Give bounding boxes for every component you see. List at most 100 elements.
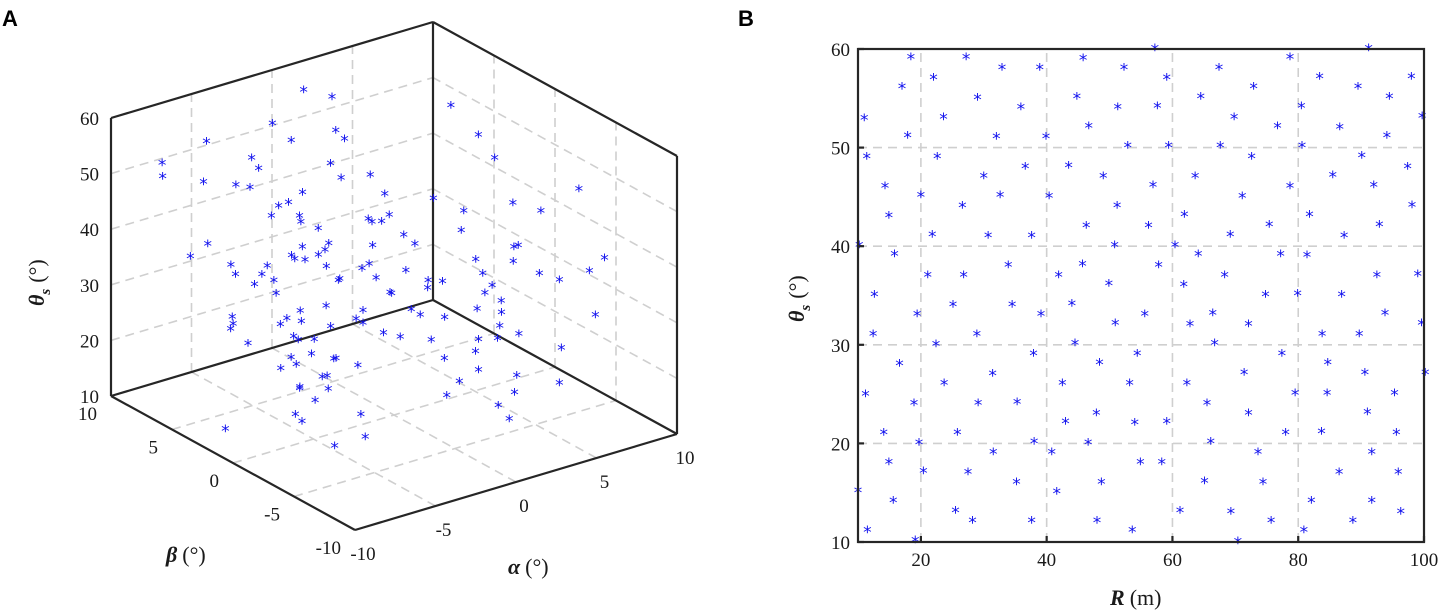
scatter-point: * — [1249, 79, 1258, 99]
scatter-point: * — [953, 426, 962, 446]
scatter-point: * — [1180, 208, 1189, 228]
scatter-point-3d: * — [250, 277, 259, 297]
y-tick-label: 50 — [831, 139, 850, 160]
theta-unit: (°) — [24, 259, 49, 282]
scatter-point-3d: * — [324, 382, 333, 402]
beta-tick-label: 0 — [210, 471, 220, 492]
beta-tick-label: 5 — [149, 438, 159, 459]
scatter-point-3d: * — [396, 330, 405, 350]
scatter-point: * — [973, 90, 982, 110]
panel-b-axes-box — [856, 47, 1426, 544]
scatter-point-3d: * — [440, 311, 449, 331]
scatter-point: * — [1267, 513, 1276, 533]
scatter-point: * — [1373, 268, 1382, 288]
scatter-point: * — [1210, 336, 1219, 356]
alpha-tick-label: 10 — [676, 448, 695, 469]
scatter-point: * — [1008, 297, 1017, 317]
theta-symbol: θ — [24, 294, 49, 306]
scatter-point-3d: * — [496, 319, 505, 339]
scatter-point: * — [1078, 257, 1087, 277]
y-tick-label: 20 — [831, 434, 850, 455]
scatter-point-3d: * — [385, 208, 394, 228]
scatter-point-3d: * — [490, 151, 499, 171]
scatter-point: * — [1354, 79, 1363, 99]
scatter-point-3d: * — [514, 238, 523, 258]
axes-box-edge — [432, 299, 678, 435]
scatter-point: * — [959, 268, 968, 288]
x-tick-label: 60 — [1163, 550, 1182, 571]
panel-b-x-axis-label: R (m) — [1109, 585, 1161, 610]
scatter-point: * — [1244, 406, 1253, 426]
scatter-point-3d: * — [272, 287, 281, 307]
scatter-point-3d: * — [311, 393, 320, 413]
scatter-point: * — [929, 71, 938, 91]
scatter-point: * — [1305, 208, 1314, 228]
scatter-point-3d: * — [226, 322, 235, 342]
scatter-point: * — [1149, 178, 1158, 198]
scatter-point: * — [1144, 218, 1153, 238]
scatter-point-3d: * — [314, 222, 323, 242]
scatter-point: * — [924, 268, 933, 288]
scatter-point-3d: * — [381, 187, 390, 207]
scatter-point: * — [1315, 70, 1324, 90]
panel-b-2d-scatter: * * * * * * * * * * * * * * * * * * * * * * * * * * * * * * * * * * * * * * * *… — [784, 40, 1438, 610]
scatter-point: * — [855, 238, 864, 258]
scatter-point-3d: * — [289, 330, 298, 350]
scatter-point: * — [1029, 347, 1038, 367]
scatter-point-3d: * — [352, 312, 361, 332]
scatter-point: * — [992, 130, 1001, 150]
scatter-point-3d: * — [379, 326, 388, 346]
scatter-point: * — [1417, 316, 1426, 336]
scatter-point-3d: * — [270, 274, 279, 294]
scatter-point: * — [1281, 426, 1290, 446]
scatter-point-3d: * — [267, 209, 276, 229]
scatter-point: * — [1286, 179, 1295, 199]
scatter-point: * — [1095, 356, 1104, 376]
scatter-point-3d: * — [268, 117, 277, 137]
scatter-point: * — [1058, 376, 1067, 396]
scatter-point-3d: * — [296, 380, 305, 400]
scatter-point: * — [1013, 395, 1022, 415]
scatter-point-3d: * — [301, 253, 310, 273]
scatter-point-3d: * — [328, 90, 337, 110]
scatter-point-3d: * — [158, 156, 167, 176]
scatter-point-3d: * — [292, 358, 301, 378]
scatter-point: * — [1113, 100, 1122, 120]
scatter-point: * — [1291, 386, 1300, 406]
scatter-point-3d: * — [354, 359, 363, 379]
scatter-point: * — [1194, 247, 1203, 267]
scatter-point: * — [1151, 41, 1160, 61]
scatter-point: * — [1158, 455, 1167, 475]
scatter-point-3d: * — [310, 333, 319, 353]
scatter-point-3d: * — [411, 237, 420, 257]
scatter-point-3d: * — [294, 333, 303, 353]
scatter-point-3d: * — [510, 240, 519, 260]
scatter-point: * — [869, 327, 878, 347]
scatter-point: * — [1124, 139, 1133, 159]
scatter-point-3d: * — [505, 412, 514, 432]
scatter-point: * — [928, 227, 937, 247]
scatter-point: * — [1130, 416, 1139, 436]
scatter-point: * — [1215, 61, 1224, 81]
scatter-point-3d: * — [274, 199, 283, 219]
beta-symbol: β — [165, 542, 178, 567]
theta-tick-label: 20 — [80, 331, 99, 352]
scatter-point-3d: * — [555, 376, 564, 396]
scatter-point: * — [1180, 278, 1189, 298]
scatter-point-3d: * — [497, 306, 506, 326]
scatter-point-3d: * — [332, 352, 341, 372]
scatter-point: * — [996, 188, 1005, 208]
scatter-point-3d: * — [555, 273, 564, 293]
scatter-point: * — [1298, 139, 1307, 159]
scatter-point-3d: * — [377, 214, 386, 234]
scatter-point-3d: * — [326, 320, 335, 340]
scatter-point-3d: * — [372, 271, 381, 291]
scatter-point: * — [1092, 406, 1101, 426]
panel-a-y-axis-label: β (°) — [165, 542, 206, 567]
scatter-point-3d: * — [509, 196, 518, 216]
scatter-point-3d: * — [287, 350, 296, 370]
scatter-point: * — [1238, 189, 1247, 209]
scatter-point-3d: * — [494, 398, 503, 418]
scatter-point-3d: * — [325, 237, 334, 257]
scatter-point: * — [1261, 287, 1270, 307]
